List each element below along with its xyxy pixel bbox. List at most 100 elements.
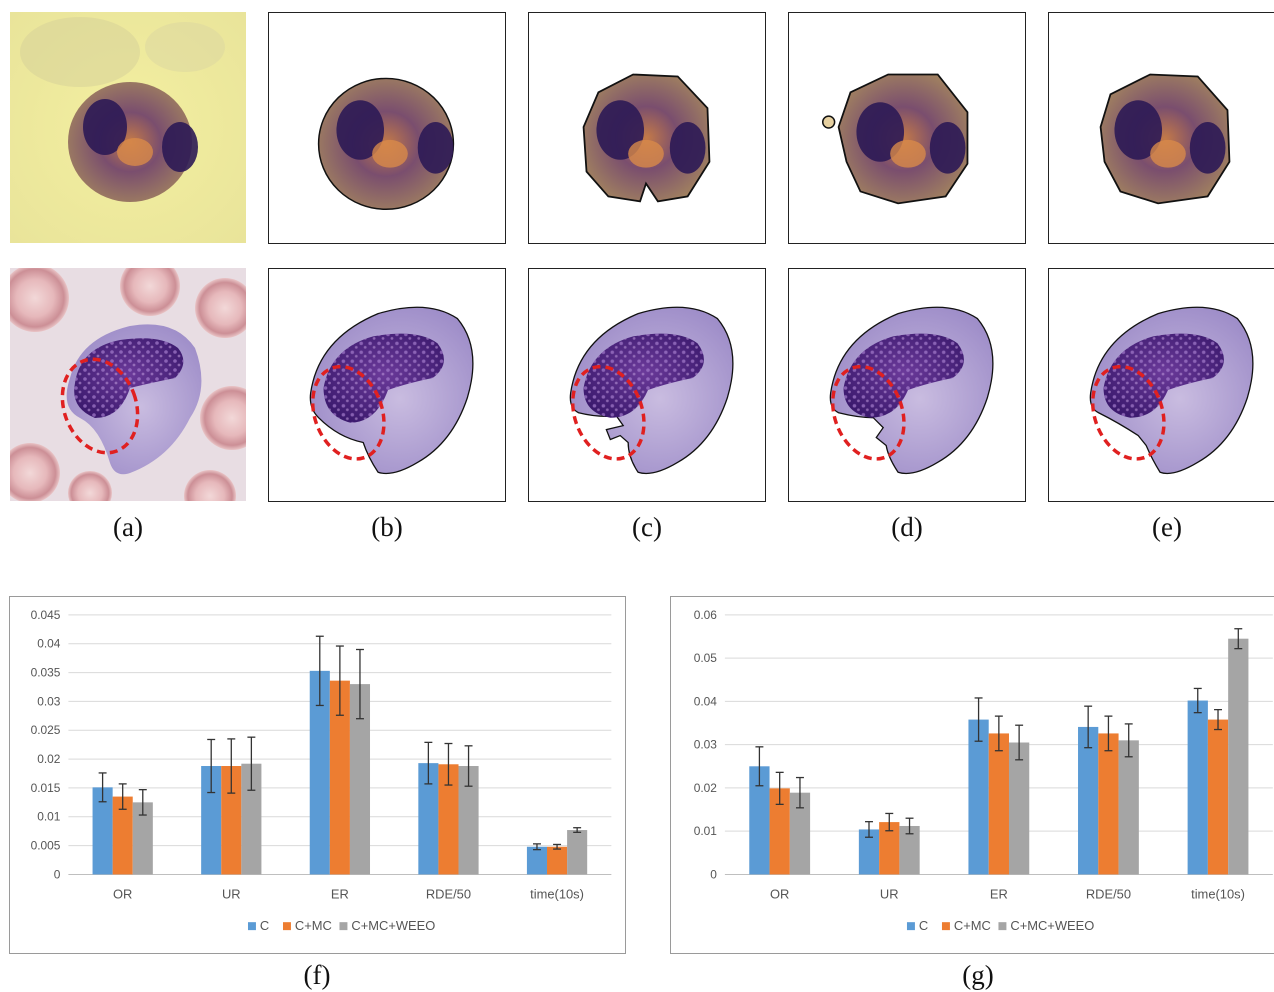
- chart-g-error-bar: [1214, 708, 1222, 731]
- chart-f-plot: 0.045 0.04 0.035 0.03 0.025 0.02 0.015 0.01 0.00…: [31, 608, 612, 933]
- chart-g-error-bar: [1234, 628, 1243, 650]
- caption-a: (a): [113, 512, 143, 542]
- chart-g-legend-label: C+MC+WEEO: [1010, 918, 1094, 933]
- chart-f-legend-label: C+MC+WEEO: [351, 918, 435, 933]
- caption-e: (e): [1152, 512, 1182, 542]
- chart-g-bar: [858, 829, 880, 875]
- chart-f-bar: [567, 830, 588, 875]
- chart-g-bar: [1078, 726, 1099, 875]
- chart-g-bar: [988, 733, 1009, 875]
- chart-f-error-bar: [118, 783, 127, 810]
- chart-f-ytick-label: 0.01: [37, 810, 61, 824]
- chart-f-legend-swatch: [247, 922, 256, 931]
- chart-g-error-bar: [1084, 705, 1093, 749]
- chart-f-bar: [438, 764, 459, 875]
- chart-g-error-bar: [1193, 687, 1202, 714]
- caption-g: (g): [962, 960, 994, 990]
- chart-g-bar: [1187, 700, 1208, 875]
- chart-f-error-bar: [424, 741, 433, 785]
- chart-g-bar: [1008, 742, 1030, 875]
- chart-g-ytick-label: 0.06: [694, 608, 718, 622]
- chart-g-bar: [769, 788, 790, 875]
- chart-f-error-bar: [355, 648, 364, 720]
- caption-d: (d): [891, 512, 923, 542]
- chart-f-bar: [547, 846, 568, 875]
- chart-g-bar: [1228, 638, 1249, 875]
- chart-g-legend-swatch: [906, 922, 915, 931]
- chart-f-error-bar: [553, 843, 562, 850]
- chart-f-bar: [132, 802, 153, 875]
- chart-f-category-label: ER: [331, 886, 349, 901]
- panel-b-top-segmentation: [268, 12, 506, 244]
- chart-g-legend-swatch: [998, 922, 1007, 931]
- chart-g-bar: [789, 792, 811, 875]
- chart-f: 0.045 0.04 0.035 0.03 0.025 0.02 0.015 0.01 0.00…: [9, 596, 626, 954]
- chart-g-bar: [899, 825, 920, 875]
- chart-f-bar: [418, 763, 439, 875]
- panel-a-bottom-original: [10, 268, 246, 501]
- chart-f-ytick-label: 0.02: [37, 752, 61, 766]
- chart-g-error-bar: [865, 821, 873, 838]
- chart-g-plot: 0.06 0.05 0.04 0.03 0.02 0.01 0 OR UR ER RDE/50 tim…: [694, 608, 1273, 933]
- chart-f-bar: [349, 684, 371, 875]
- chart-f-error-bar: [227, 738, 236, 794]
- panel-a-top-original: [10, 12, 246, 243]
- chart-f-error-bar: [207, 738, 216, 794]
- chart-g-error-bar: [1104, 715, 1113, 752]
- chart-g-error-bar: [1124, 723, 1133, 758]
- chart-g: 0.06 0.05 0.04 0.03 0.02 0.01 0 OR UR ER RDE/50 tim…: [670, 596, 1274, 954]
- chart-g-error-bar: [795, 776, 804, 809]
- chart-f-bar: [112, 796, 133, 875]
- chart-f-ytick-label: 0.015: [31, 781, 61, 795]
- chart-f-bar: [221, 766, 242, 875]
- chart-g-error-bar: [905, 817, 914, 835]
- chart-g-legend-label: C: [919, 918, 928, 933]
- chart-g-bar: [968, 719, 989, 875]
- panel-d-top-segmentation: [788, 12, 1026, 244]
- chart-g-category-label: RDE/50: [1086, 886, 1131, 901]
- chart-f-bar: [309, 670, 330, 875]
- chart-f-error-bar: [573, 827, 582, 833]
- chart-g-category-label: UR: [880, 886, 899, 901]
- chart-g-ytick-label: 0.02: [694, 781, 718, 795]
- chart-f-ytick-label: 0.035: [31, 666, 61, 680]
- chart-f-legend-label: C+MC: [295, 918, 332, 933]
- panel-c-top-segmentation: [528, 12, 766, 244]
- chart-g-ytick-label: 0.03: [694, 738, 718, 752]
- chart-f-ytick-label: 0.03: [37, 694, 61, 708]
- chart-f-bar: [458, 766, 479, 875]
- chart-g-ytick-label: 0.01: [694, 824, 718, 838]
- chart-g-ytick-label: 0.04: [694, 694, 718, 708]
- chart-f-ytick-label: 0.025: [31, 723, 61, 737]
- chart-g-error-bar: [994, 715, 1003, 752]
- chart-f-category-label: UR: [222, 886, 241, 901]
- caption-c: (c): [632, 512, 662, 542]
- panel-e-top-segmentation: [1048, 12, 1274, 244]
- panel-b-bottom-segmentation: [268, 268, 506, 502]
- chart-g-category-label: time(10s): [1191, 886, 1245, 901]
- chart-f-ytick-label: 0.045: [31, 608, 61, 622]
- chart-g-error-bar: [1015, 724, 1024, 761]
- chart-f-bar: [92, 787, 113, 875]
- chart-f-error-bar: [247, 736, 256, 791]
- panel-e-bottom-segmentation: [1048, 268, 1274, 502]
- chart-f-category-label: time(10s): [530, 886, 584, 901]
- chart-f-bar: [526, 846, 548, 875]
- caption-b: (b): [371, 512, 403, 542]
- chart-f-ytick-label: 0.04: [37, 637, 61, 651]
- chart-g-legend-label: C+MC: [954, 918, 991, 933]
- chart-g-category-label: OR: [770, 886, 789, 901]
- chart-g-bar: [749, 766, 770, 875]
- chart-g-bar: [879, 822, 900, 875]
- chart-g-error-bar: [775, 771, 784, 806]
- panel-c-bottom-segmentation: [528, 268, 766, 502]
- chart-f-legend-label: C: [260, 918, 269, 933]
- chart-g-bar: [1118, 740, 1139, 875]
- chart-f-bar: [241, 763, 262, 875]
- chart-g-ytick-label: 0: [710, 867, 717, 881]
- chart-g-error-bar: [755, 746, 764, 787]
- panel-d-bottom-segmentation: [788, 268, 1026, 502]
- chart-g-category-label: ER: [990, 886, 1008, 901]
- chart-g-bar: [1207, 719, 1229, 875]
- chart-g-bar: [1098, 733, 1119, 875]
